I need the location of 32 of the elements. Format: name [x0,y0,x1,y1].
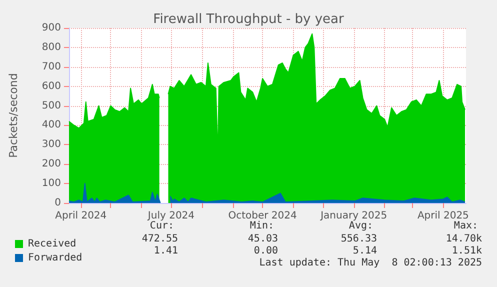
text: Avg: [348,220,374,232]
y-tick-label: 100 [42,178,61,190]
text: 45.03 [248,234,278,244]
text: Last update: Thu May 8 02:00:13 2025 [259,258,482,268]
y-tick-label: 800 [42,42,61,53]
text: 1.41 [154,246,178,256]
y-tick-label: 200 [42,158,61,170]
legend-label: Forwarded [28,252,82,264]
text: Min: [250,220,274,232]
legend-label: Received [28,238,76,250]
x-tick-label: October 2024 [228,210,297,222]
text: 14.70k [446,234,482,244]
y-tick-label: 0 [54,198,61,208]
x-tick-label: April 2025 [417,210,469,222]
y-tick-label: 400 [42,120,61,131]
x-tick-label: July 2024 [146,210,195,222]
y-tick-label: 700 [42,61,61,72]
y-tick-label: 500 [42,100,61,112]
text: 5.14 [352,246,378,256]
text: 1.51k [452,246,482,256]
y-tick-label: 900 [42,22,61,34]
text: Max: [454,220,478,232]
text: 556.33 [340,234,377,244]
chart-title: Firewall Throughput - by year [153,12,345,27]
y-tick-label: 600 [42,80,61,92]
text: 0.00 [254,246,278,256]
y-tick-label: 300 [42,139,61,150]
text: 472.55 [142,234,178,244]
y-axis-title: Packets/second [7,73,20,158]
x-tick-label: April 2024 [55,210,107,222]
text: Cur: [150,220,174,232]
x-tick-label: January 2025 [320,210,388,222]
